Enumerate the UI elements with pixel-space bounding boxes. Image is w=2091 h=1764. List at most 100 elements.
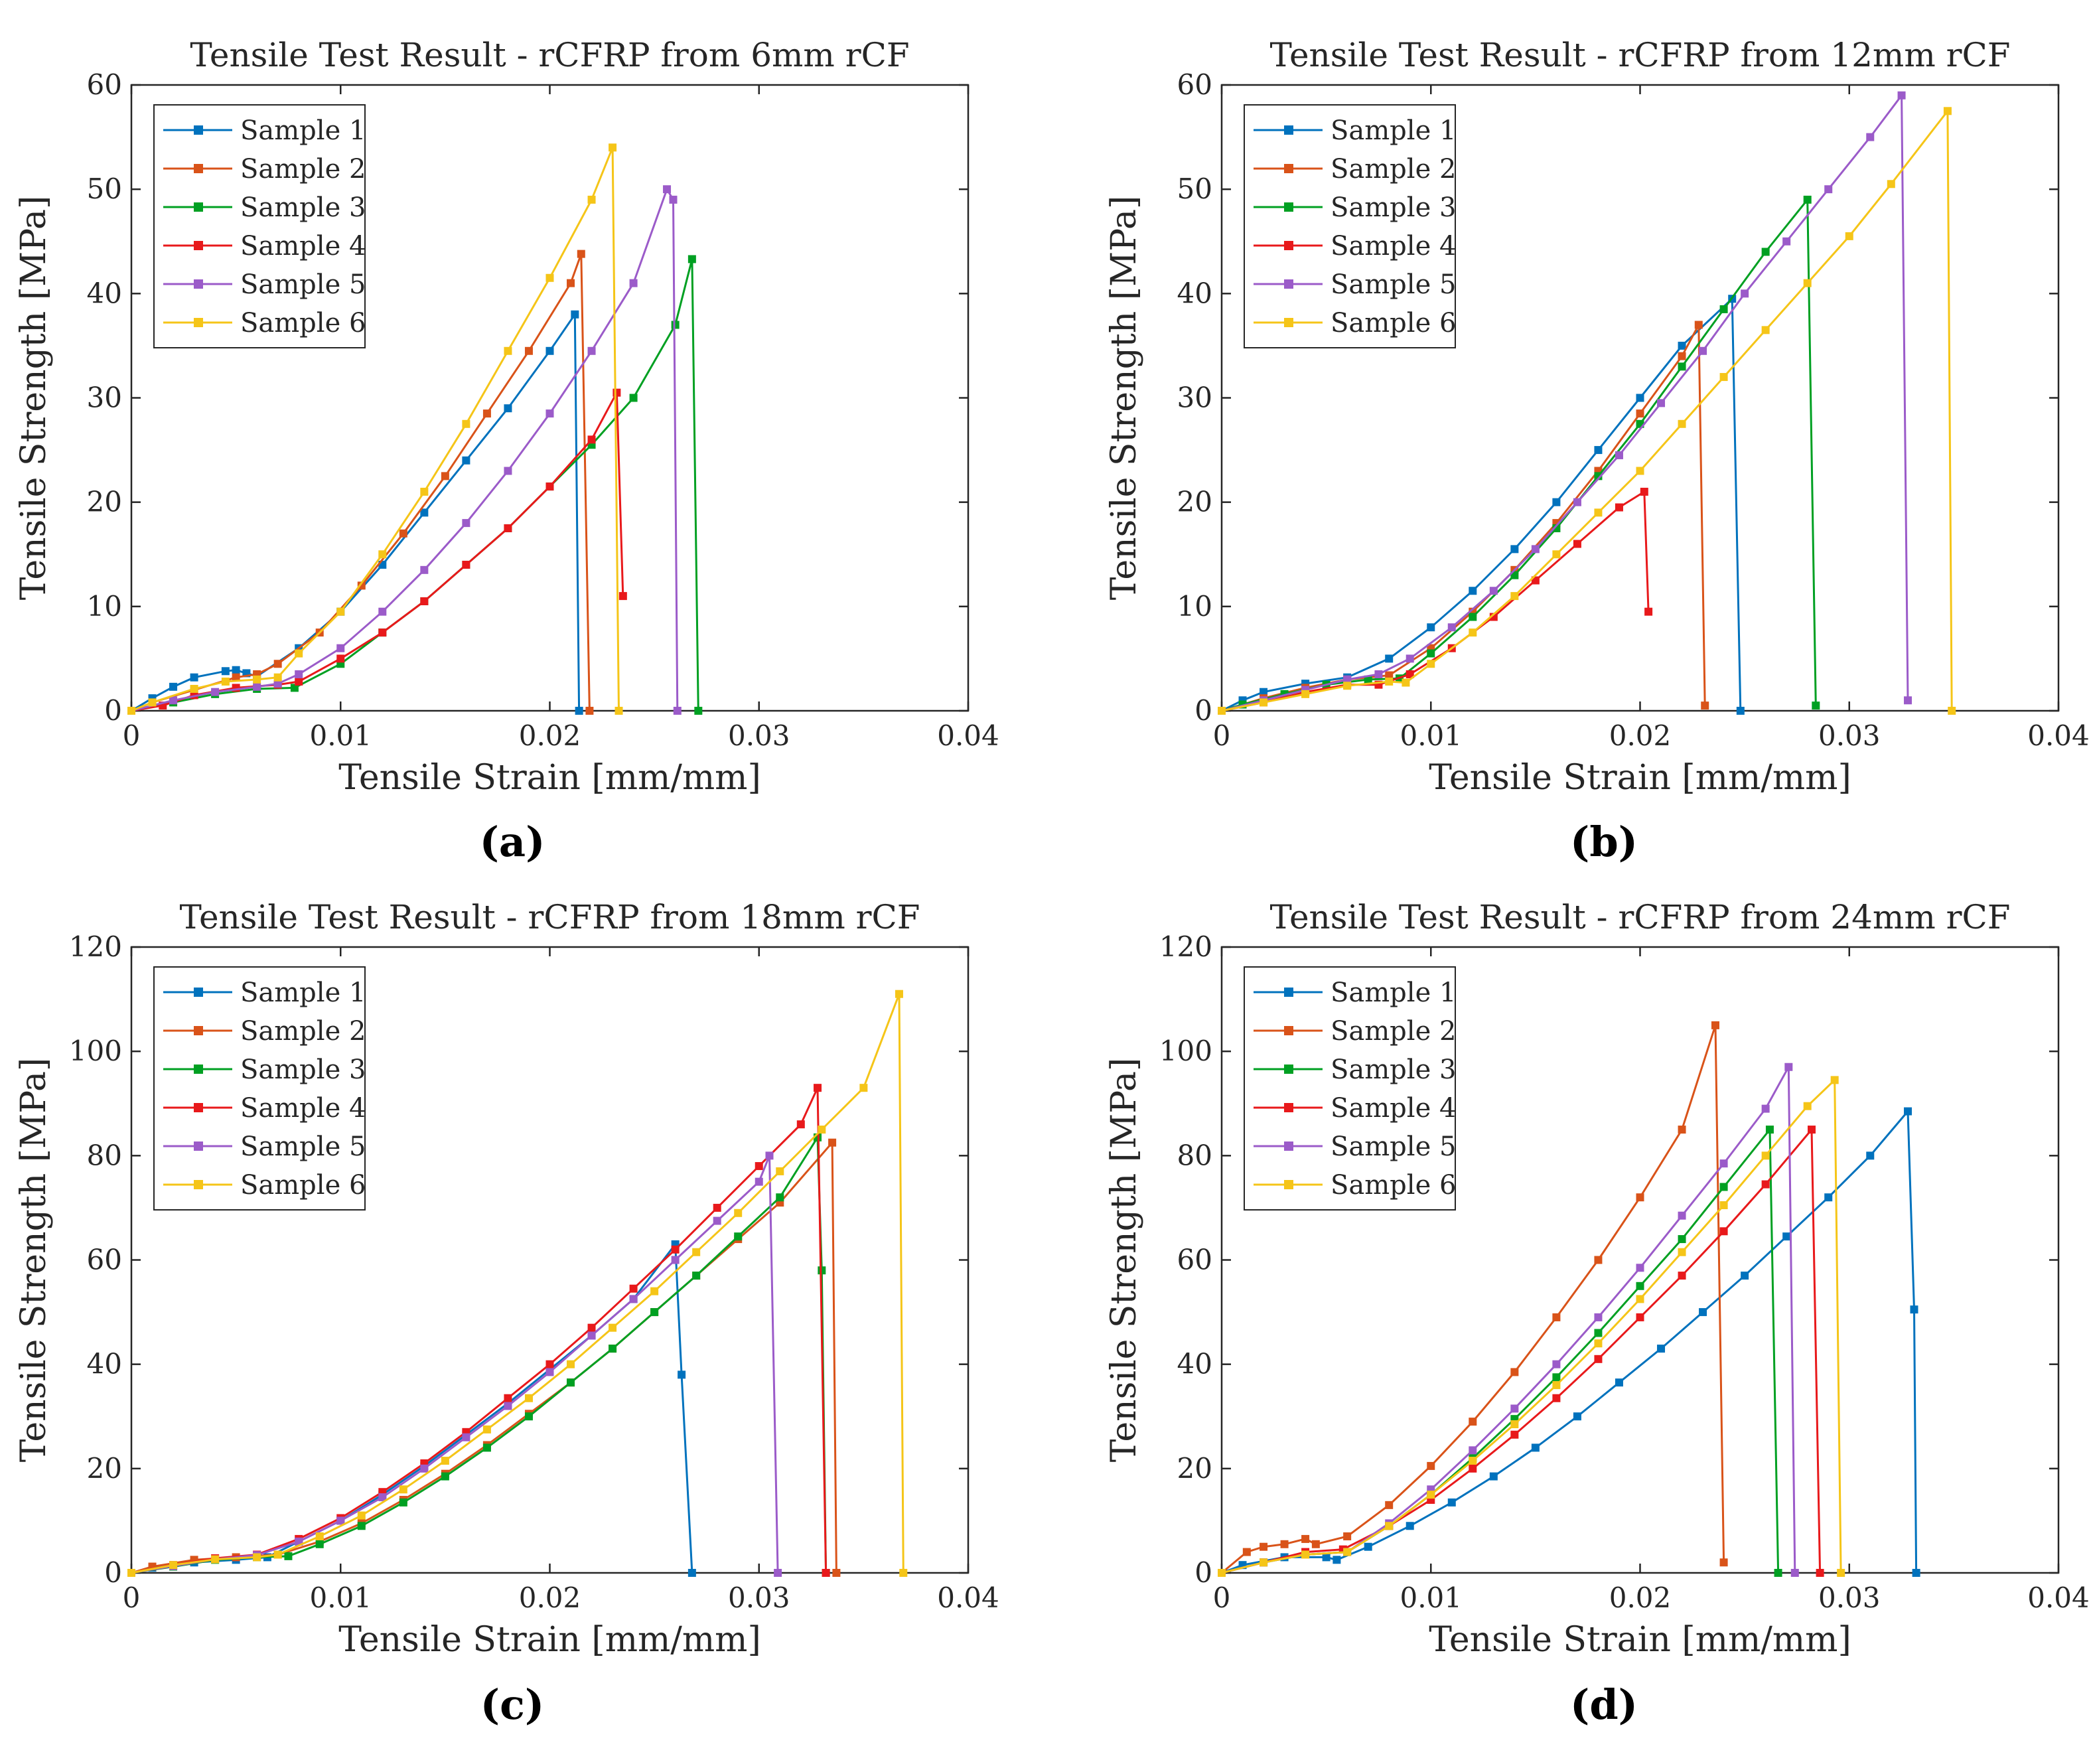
data-point [1301, 1550, 1310, 1559]
data-point [1343, 682, 1352, 690]
data-point [1636, 1193, 1644, 1202]
data-point [585, 707, 594, 715]
data-point [441, 1457, 449, 1465]
panel-label: (d) [1570, 1680, 1638, 1729]
data-point [755, 1177, 763, 1186]
data-point [1830, 1076, 1839, 1084]
y-tick-label: 10 [1177, 590, 1212, 623]
data-point [567, 1360, 575, 1368]
data-point [1447, 623, 1456, 632]
data-point [1469, 613, 1477, 621]
data-point [1761, 1180, 1770, 1189]
series-sample-1 [1218, 295, 1745, 715]
data-point [692, 1248, 701, 1256]
data-point [504, 346, 512, 355]
x-tick-label: 0.02 [1609, 719, 1672, 752]
data-point [1260, 1542, 1268, 1551]
data-point [609, 143, 617, 152]
data-point [587, 346, 596, 355]
chart-panel-3: 0 0.01 0.02 0.03 0.04 0 20 40 60 80 100 120 Tensile … [14, 898, 999, 1729]
data-point [614, 707, 623, 715]
panel-label: (a) [480, 818, 545, 866]
data-point [1699, 1308, 1707, 1317]
data-point [1552, 1394, 1561, 1402]
data-point [1678, 362, 1686, 371]
legend-swatch-marker [194, 1026, 203, 1035]
data-point [1573, 498, 1581, 506]
data-point [629, 1295, 638, 1303]
data-point [1489, 1472, 1498, 1481]
data-point [1510, 592, 1519, 601]
data-point [1469, 1418, 1477, 1426]
data-point [734, 1209, 743, 1217]
x-tick-label: 0.01 [309, 719, 372, 752]
data-point [1782, 237, 1791, 246]
data-point [1364, 675, 1372, 684]
data-point [273, 680, 282, 688]
data-point [211, 688, 220, 696]
data-point [441, 472, 449, 480]
chart-panel-2: 0 0.01 0.02 0.03 0.04 0 10 20 30 40 50 60 Tensile Te… [1104, 36, 2090, 866]
legend-swatch-marker [1284, 1103, 1293, 1112]
data-point [1301, 1534, 1310, 1543]
y-tick-label: 10 [87, 590, 122, 623]
series-line [1221, 1126, 1822, 1574]
data-point [1912, 1569, 1920, 1577]
data-point [1904, 1107, 1912, 1116]
data-point [687, 1569, 696, 1577]
legend: Sample 1 Sample 2 Sample 3 Sample 4 Sample 5… [1244, 104, 1456, 348]
data-point [1427, 623, 1435, 632]
legend-box [153, 966, 366, 1211]
y-tick-label: 100 [69, 1035, 122, 1067]
legend-label: Sample 5 [1331, 269, 1456, 300]
data-point [577, 250, 585, 258]
data-point [1552, 524, 1561, 532]
legend-swatch-marker [1284, 202, 1293, 212]
data-point [462, 519, 470, 528]
x-tick-label: 0.02 [1609, 1581, 1672, 1614]
data-point [1784, 1063, 1793, 1071]
y-tick-label: 0 [1194, 1556, 1212, 1589]
data-point [776, 1193, 784, 1202]
data-point [290, 684, 299, 692]
data-point [482, 409, 491, 418]
x-axis-label: Tensile Strain [mm/mm] [1429, 1620, 1851, 1660]
data-point [504, 1394, 512, 1402]
legend-label: Sample 2 [240, 154, 366, 184]
data-point [232, 666, 240, 674]
data-point [545, 273, 554, 282]
data-point [420, 565, 429, 574]
data-point [1552, 1381, 1561, 1390]
data-point [399, 529, 407, 538]
legend-swatch-marker [1284, 988, 1293, 997]
series-sample-1 [1218, 1107, 1920, 1577]
data-point [1803, 195, 1812, 204]
data-point [587, 1331, 596, 1340]
data-point [618, 592, 627, 601]
data-point [1573, 540, 1581, 548]
data-point [545, 1368, 554, 1376]
data-point [1615, 451, 1623, 459]
data-point [1904, 696, 1912, 705]
legend-swatch-marker [194, 202, 203, 212]
data-point [524, 1412, 533, 1421]
legend-box [1244, 966, 1456, 1211]
data-point [673, 707, 682, 715]
y-tick-label: 60 [1177, 68, 1212, 101]
data-point [357, 581, 366, 590]
data-point [1510, 1404, 1519, 1413]
legend: Sample 1 Sample 2 Sample 3 Sample 4 Sample 5… [153, 104, 366, 348]
x-axis-label: Tensile Strain [mm/mm] [1429, 758, 1851, 798]
data-point [1719, 1159, 1728, 1168]
data-point [1594, 1313, 1603, 1321]
data-point [1343, 675, 1352, 684]
legend-label: Sample 1 [1331, 978, 1456, 1008]
legend-label: Sample 1 [240, 115, 366, 146]
data-point [567, 279, 575, 287]
data-point [1343, 1532, 1352, 1540]
data-point [734, 1232, 743, 1241]
data-point [1719, 373, 1728, 382]
data-point [441, 1472, 449, 1481]
data-point [336, 1516, 345, 1525]
legend-swatch-marker [1284, 241, 1293, 250]
